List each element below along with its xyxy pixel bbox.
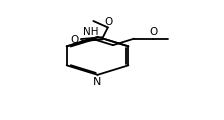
Text: N: N xyxy=(93,77,102,87)
Text: NH: NH xyxy=(83,27,98,36)
Text: O: O xyxy=(71,35,79,45)
Text: O: O xyxy=(104,17,112,27)
Text: O: O xyxy=(149,27,157,37)
